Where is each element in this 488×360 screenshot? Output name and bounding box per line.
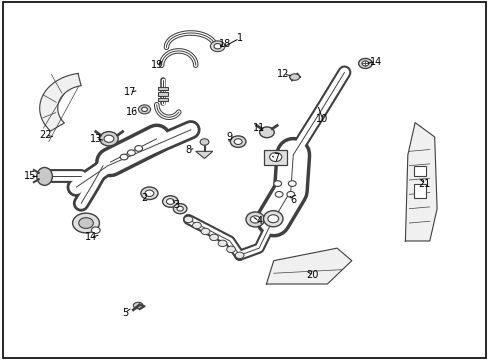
Ellipse shape bbox=[91, 227, 100, 233]
Polygon shape bbox=[405, 123, 436, 241]
Text: 13: 13 bbox=[89, 134, 102, 144]
Ellipse shape bbox=[100, 132, 118, 146]
Bar bbox=[158, 92, 168, 96]
Text: 20: 20 bbox=[306, 270, 318, 280]
Ellipse shape bbox=[145, 190, 154, 197]
Text: 4: 4 bbox=[256, 216, 262, 226]
Ellipse shape bbox=[201, 228, 209, 235]
Text: 11: 11 bbox=[252, 123, 264, 133]
Text: 7: 7 bbox=[272, 153, 279, 163]
Polygon shape bbox=[40, 73, 81, 131]
Ellipse shape bbox=[166, 199, 174, 204]
Text: 16: 16 bbox=[126, 107, 138, 117]
Ellipse shape bbox=[245, 212, 264, 227]
Ellipse shape bbox=[218, 240, 226, 247]
Text: 14: 14 bbox=[369, 57, 382, 67]
Text: 22: 22 bbox=[39, 130, 52, 140]
Text: 15: 15 bbox=[24, 171, 36, 181]
Ellipse shape bbox=[73, 213, 99, 233]
Ellipse shape bbox=[162, 196, 178, 207]
Text: 6: 6 bbox=[289, 195, 296, 205]
Polygon shape bbox=[195, 151, 212, 158]
Bar bbox=[413, 184, 425, 198]
Ellipse shape bbox=[214, 44, 221, 49]
Bar bbox=[413, 166, 425, 176]
Text: 14: 14 bbox=[84, 232, 97, 242]
Text: 8: 8 bbox=[185, 144, 191, 154]
Ellipse shape bbox=[127, 150, 135, 156]
Ellipse shape bbox=[226, 246, 235, 253]
Ellipse shape bbox=[37, 167, 52, 185]
Ellipse shape bbox=[141, 187, 158, 199]
Ellipse shape bbox=[263, 211, 283, 227]
Ellipse shape bbox=[183, 216, 192, 223]
Ellipse shape bbox=[267, 215, 278, 223]
Ellipse shape bbox=[135, 145, 142, 151]
Ellipse shape bbox=[230, 136, 245, 147]
Ellipse shape bbox=[192, 222, 201, 229]
Text: 17: 17 bbox=[123, 87, 136, 97]
Ellipse shape bbox=[120, 154, 128, 160]
Ellipse shape bbox=[209, 234, 218, 240]
Ellipse shape bbox=[358, 58, 371, 68]
Ellipse shape bbox=[288, 181, 296, 186]
Ellipse shape bbox=[289, 74, 299, 80]
Ellipse shape bbox=[234, 139, 242, 144]
Text: 5: 5 bbox=[122, 308, 128, 318]
Ellipse shape bbox=[177, 206, 183, 211]
Text: 1: 1 bbox=[236, 33, 242, 43]
Text: 21: 21 bbox=[418, 179, 430, 189]
Ellipse shape bbox=[235, 252, 244, 258]
Ellipse shape bbox=[250, 216, 260, 223]
Ellipse shape bbox=[79, 218, 93, 228]
Ellipse shape bbox=[273, 181, 281, 186]
Ellipse shape bbox=[210, 41, 224, 51]
Bar bbox=[158, 98, 168, 101]
Ellipse shape bbox=[200, 139, 208, 145]
FancyBboxPatch shape bbox=[264, 149, 287, 165]
Ellipse shape bbox=[138, 105, 150, 114]
Text: 12: 12 bbox=[277, 69, 289, 79]
Text: 10: 10 bbox=[316, 114, 328, 124]
Polygon shape bbox=[266, 248, 351, 284]
Ellipse shape bbox=[133, 302, 143, 309]
Text: 19: 19 bbox=[150, 60, 163, 70]
Ellipse shape bbox=[361, 61, 368, 66]
Ellipse shape bbox=[269, 153, 281, 162]
Ellipse shape bbox=[275, 192, 283, 197]
Text: 9: 9 bbox=[226, 132, 232, 142]
Text: 2: 2 bbox=[141, 193, 147, 203]
Ellipse shape bbox=[286, 192, 294, 197]
Text: 3: 3 bbox=[173, 200, 179, 210]
Bar bbox=[158, 87, 168, 90]
Ellipse shape bbox=[142, 107, 147, 112]
Ellipse shape bbox=[104, 135, 114, 142]
Ellipse shape bbox=[259, 127, 274, 138]
Ellipse shape bbox=[173, 204, 186, 214]
Text: 18: 18 bbox=[219, 39, 231, 49]
